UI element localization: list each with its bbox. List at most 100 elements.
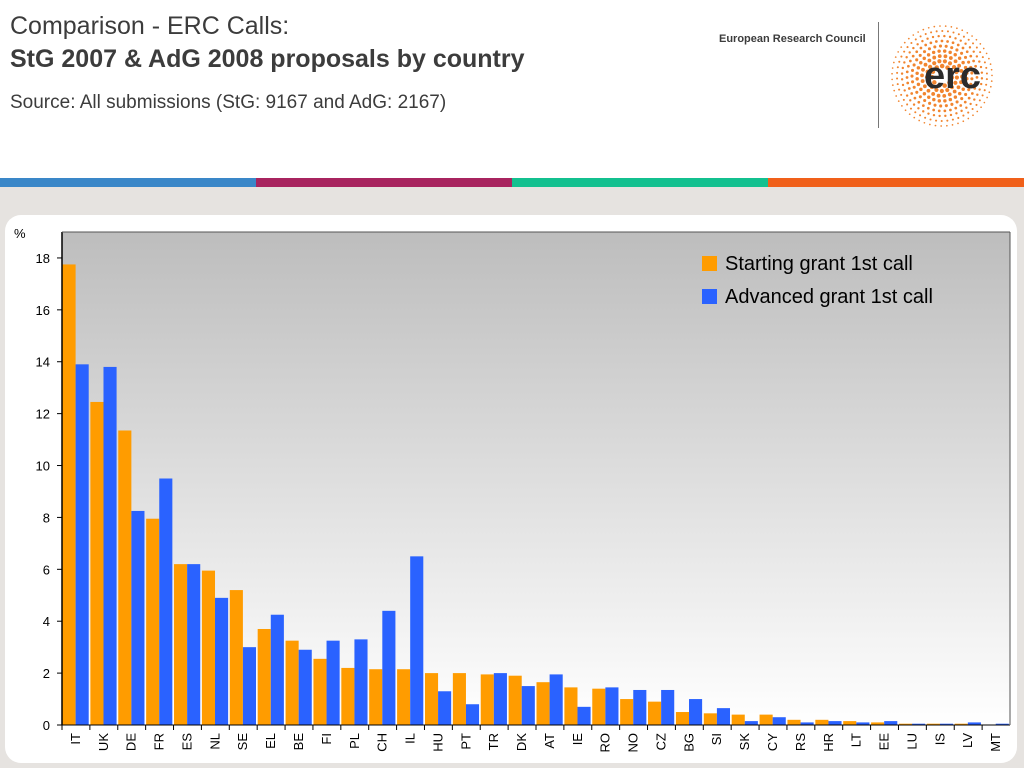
logo-dot: [946, 40, 949, 43]
logo-dot: [896, 66, 899, 69]
logo-dot: [923, 62, 928, 67]
logo-dot: [918, 119, 921, 122]
logo-dot: [937, 49, 941, 53]
logo-dot: [922, 84, 927, 89]
logo-dot: [915, 90, 919, 94]
bar-advanced-es: [187, 564, 201, 725]
logo-dot: [938, 44, 943, 48]
bar-advanced-el: [270, 614, 284, 725]
logo-dot: [922, 50, 927, 54]
logo-dot: [927, 47, 932, 51]
x-tick-label-uk: UK: [96, 733, 111, 751]
erc-logo: erc: [891, 25, 993, 127]
logo-dot: [905, 76, 909, 79]
logo-dot: [908, 59, 912, 63]
logo-dot: [986, 96, 988, 99]
logo-dot: [989, 85, 992, 88]
logo-dot: [922, 110, 925, 113]
logo-dot: [969, 65, 973, 70]
bar-starting-rs: [787, 719, 801, 725]
logo-dot: [960, 74, 964, 79]
logo-dot: [968, 46, 972, 49]
logo-dot: [905, 56, 908, 59]
bar-advanced-ee: [884, 721, 898, 725]
logo-dot: [961, 87, 965, 91]
logo-dot: [901, 105, 903, 107]
color-stripe-bar: [0, 178, 1024, 187]
logo-dot: [936, 83, 942, 88]
logo-dot: [922, 92, 927, 96]
logo-dot: [951, 41, 955, 45]
logo-dot: [922, 28, 925, 31]
logo-dot: [906, 46, 909, 49]
logo-dot: [902, 98, 905, 101]
bar-starting-ie: [564, 687, 578, 725]
bar-starting-no: [620, 699, 634, 725]
bar-starting-se: [229, 590, 243, 725]
logo-dot: [950, 46, 954, 50]
logo-dot: [947, 80, 952, 85]
logo-dot: [952, 89, 957, 94]
logo-dot: [926, 53, 931, 57]
logo-dot: [970, 92, 974, 95]
logo-dot: [913, 116, 916, 119]
logo-dot: [933, 45, 937, 49]
logo-dot: [958, 91, 962, 96]
bar-starting-pt: [452, 673, 466, 725]
logo-dot: [900, 72, 904, 75]
bar-advanced-fr: [159, 478, 173, 725]
logo-dot: [891, 84, 894, 86]
logo-dot: [979, 65, 983, 69]
logo-dot: [927, 26, 930, 29]
logo-dot: [970, 71, 974, 75]
bar-starting-sk: [731, 714, 745, 725]
logo-dot: [949, 75, 955, 80]
bar-advanced-ro: [605, 687, 619, 725]
logo-dot: [936, 93, 941, 98]
logo-dot: [944, 104, 948, 108]
logo-dot: [897, 51, 900, 53]
logo-dot: [948, 69, 954, 75]
logo-dot: [911, 80, 915, 84]
logo-dot: [955, 112, 958, 115]
logo-dot: [952, 31, 955, 34]
logo-dot: [900, 78, 904, 81]
bar-starting-lu: [898, 723, 913, 725]
logo-dot: [983, 101, 986, 104]
bar-starting-fi: [313, 658, 327, 725]
logo-dot: [929, 41, 933, 45]
logo-dot: [935, 119, 938, 122]
logo-dot: [937, 34, 940, 38]
bar-advanced-ch: [382, 610, 396, 725]
x-tick-label-fi: FI: [319, 733, 334, 745]
logo-dot: [940, 39, 944, 43]
logo-dot: [954, 75, 959, 80]
logo-dot: [933, 103, 937, 107]
logo-dot: [929, 84, 934, 90]
logo-dot: [894, 56, 897, 58]
x-tick-label-lu: LU: [904, 733, 919, 750]
slide-title-line2: StG 2007 & AdG 2008 proposals by country: [10, 45, 525, 73]
logo-dot: [917, 107, 920, 110]
logo-dot: [988, 57, 990, 60]
logo-dot: [919, 87, 923, 92]
y-tick-label: 0: [43, 718, 50, 733]
x-tick-label-fr: FR: [152, 733, 167, 750]
bar-advanced-cz: [661, 689, 675, 725]
x-tick-label-mt: MT: [988, 733, 1003, 752]
logo-dot: [949, 113, 953, 117]
logo-dot: [971, 42, 975, 45]
logo-dot: [976, 93, 979, 96]
bar-advanced-it: [75, 364, 89, 725]
logo-dot: [912, 85, 916, 89]
y-tick-label: 8: [43, 510, 50, 525]
logo-dot: [962, 35, 965, 38]
logo-dot: [905, 94, 909, 97]
logo-dot: [948, 35, 952, 39]
x-tick-label-tr: TR: [486, 733, 501, 750]
logo-dot: [915, 50, 919, 54]
logo-dot: [931, 50, 936, 55]
bar-advanced-pt: [465, 704, 480, 725]
bar-starting-cz: [648, 701, 662, 725]
logo-dot: [924, 43, 928, 47]
